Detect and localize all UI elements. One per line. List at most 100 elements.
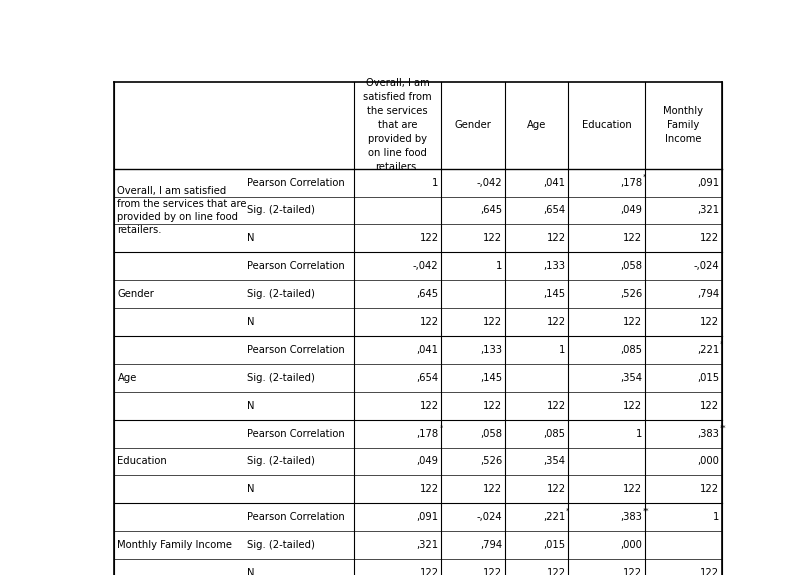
Text: ,091: ,091 bbox=[697, 178, 719, 187]
Text: N: N bbox=[247, 568, 255, 575]
Text: 122: 122 bbox=[624, 401, 642, 411]
Text: ,041: ,041 bbox=[417, 345, 438, 355]
Text: 122: 122 bbox=[547, 568, 565, 575]
Text: ,354: ,354 bbox=[621, 373, 642, 383]
Text: ,221: ,221 bbox=[544, 512, 565, 522]
Text: Pearson Correlation: Pearson Correlation bbox=[247, 512, 345, 522]
Text: ,000: ,000 bbox=[697, 457, 719, 466]
Text: ,654: ,654 bbox=[417, 373, 438, 383]
Text: ,645: ,645 bbox=[480, 205, 502, 216]
Text: ,133: ,133 bbox=[544, 261, 565, 271]
Text: ,000: ,000 bbox=[621, 540, 642, 550]
Text: ,145: ,145 bbox=[544, 289, 565, 299]
Text: 1: 1 bbox=[432, 178, 438, 187]
Text: ,383: ,383 bbox=[621, 512, 642, 522]
Text: ,645: ,645 bbox=[417, 289, 438, 299]
Text: ,058: ,058 bbox=[480, 428, 502, 439]
Text: ,221: ,221 bbox=[697, 345, 719, 355]
Text: ,015: ,015 bbox=[544, 540, 565, 550]
Text: **: ** bbox=[720, 424, 726, 431]
Text: 122: 122 bbox=[420, 568, 438, 575]
Text: Pearson Correlation: Pearson Correlation bbox=[247, 178, 345, 187]
Text: Sig. (2-tailed): Sig. (2-tailed) bbox=[247, 373, 315, 383]
Text: Education: Education bbox=[117, 457, 167, 466]
Text: 122: 122 bbox=[547, 484, 565, 494]
Text: Pearson Correlation: Pearson Correlation bbox=[247, 428, 345, 439]
Text: -,024: -,024 bbox=[693, 261, 719, 271]
Text: 122: 122 bbox=[701, 317, 719, 327]
Text: 122: 122 bbox=[624, 233, 642, 243]
Text: Sig. (2-tailed): Sig. (2-tailed) bbox=[247, 540, 315, 550]
Text: 122: 122 bbox=[701, 401, 719, 411]
Text: 122: 122 bbox=[624, 568, 642, 575]
Text: ,321: ,321 bbox=[697, 205, 719, 216]
Text: ,654: ,654 bbox=[544, 205, 565, 216]
Text: Age: Age bbox=[117, 373, 137, 383]
Text: ,383: ,383 bbox=[697, 428, 719, 439]
Text: Overall, I am
satisfied from
the services
that are
provided by
on line food
reta: Overall, I am satisfied from the service… bbox=[363, 78, 432, 172]
Text: Monthly
Family
Income: Monthly Family Income bbox=[663, 106, 703, 144]
Text: ,794: ,794 bbox=[697, 289, 719, 299]
Text: 122: 122 bbox=[483, 401, 502, 411]
Text: Sig. (2-tailed): Sig. (2-tailed) bbox=[247, 289, 315, 299]
Text: ,145: ,145 bbox=[480, 373, 502, 383]
Text: ,085: ,085 bbox=[544, 428, 565, 439]
Text: ,133: ,133 bbox=[480, 345, 502, 355]
Text: 122: 122 bbox=[420, 233, 438, 243]
Text: 122: 122 bbox=[483, 233, 502, 243]
Text: 1: 1 bbox=[559, 345, 565, 355]
Text: N: N bbox=[247, 317, 255, 327]
Text: 122: 122 bbox=[547, 317, 565, 327]
Text: ,526: ,526 bbox=[621, 289, 642, 299]
Text: ,794: ,794 bbox=[480, 540, 502, 550]
Text: 1: 1 bbox=[713, 512, 719, 522]
Text: ,321: ,321 bbox=[417, 540, 438, 550]
Text: Gender: Gender bbox=[455, 120, 491, 131]
Text: *: * bbox=[643, 174, 646, 179]
Text: ,091: ,091 bbox=[417, 512, 438, 522]
Text: ,178: ,178 bbox=[417, 428, 438, 439]
Text: **: ** bbox=[643, 508, 650, 514]
Text: ,058: ,058 bbox=[621, 261, 642, 271]
Text: 122: 122 bbox=[547, 233, 565, 243]
Text: -,042: -,042 bbox=[477, 178, 502, 187]
Text: 122: 122 bbox=[483, 568, 502, 575]
Text: Gender: Gender bbox=[117, 289, 155, 299]
Text: *: * bbox=[720, 341, 723, 347]
Text: N: N bbox=[247, 233, 255, 243]
Text: ,049: ,049 bbox=[621, 205, 642, 216]
Text: Sig. (2-tailed): Sig. (2-tailed) bbox=[247, 205, 315, 216]
Text: ,085: ,085 bbox=[621, 345, 642, 355]
Text: 122: 122 bbox=[547, 401, 565, 411]
Text: *: * bbox=[566, 508, 570, 514]
Text: -,024: -,024 bbox=[477, 512, 502, 522]
Text: -,042: -,042 bbox=[413, 261, 438, 271]
Text: 122: 122 bbox=[624, 484, 642, 494]
Text: 122: 122 bbox=[701, 484, 719, 494]
Text: Sig. (2-tailed): Sig. (2-tailed) bbox=[247, 457, 315, 466]
Text: ,178: ,178 bbox=[621, 178, 642, 187]
Text: 1: 1 bbox=[636, 428, 642, 439]
Text: Pearson Correlation: Pearson Correlation bbox=[247, 261, 345, 271]
Text: Overall, I am satisfied
from the services that are
provided by on line food
reta: Overall, I am satisfied from the service… bbox=[117, 186, 247, 235]
Text: *: * bbox=[439, 424, 443, 431]
Text: 122: 122 bbox=[483, 317, 502, 327]
Text: 122: 122 bbox=[420, 484, 438, 494]
Text: ,526: ,526 bbox=[480, 457, 502, 466]
Text: Age: Age bbox=[527, 120, 546, 131]
Text: 122: 122 bbox=[483, 484, 502, 494]
Text: ,354: ,354 bbox=[544, 457, 565, 466]
Text: 122: 122 bbox=[420, 401, 438, 411]
Text: 122: 122 bbox=[420, 317, 438, 327]
Text: ,049: ,049 bbox=[417, 457, 438, 466]
Text: ,041: ,041 bbox=[544, 178, 565, 187]
Text: 122: 122 bbox=[701, 568, 719, 575]
Text: Education: Education bbox=[582, 120, 631, 131]
Text: 1: 1 bbox=[496, 261, 502, 271]
Text: ,015: ,015 bbox=[697, 373, 719, 383]
Text: N: N bbox=[247, 401, 255, 411]
Text: Monthly Family Income: Monthly Family Income bbox=[117, 540, 232, 550]
Text: Pearson Correlation: Pearson Correlation bbox=[247, 345, 345, 355]
Text: 122: 122 bbox=[624, 317, 642, 327]
Text: N: N bbox=[247, 484, 255, 494]
